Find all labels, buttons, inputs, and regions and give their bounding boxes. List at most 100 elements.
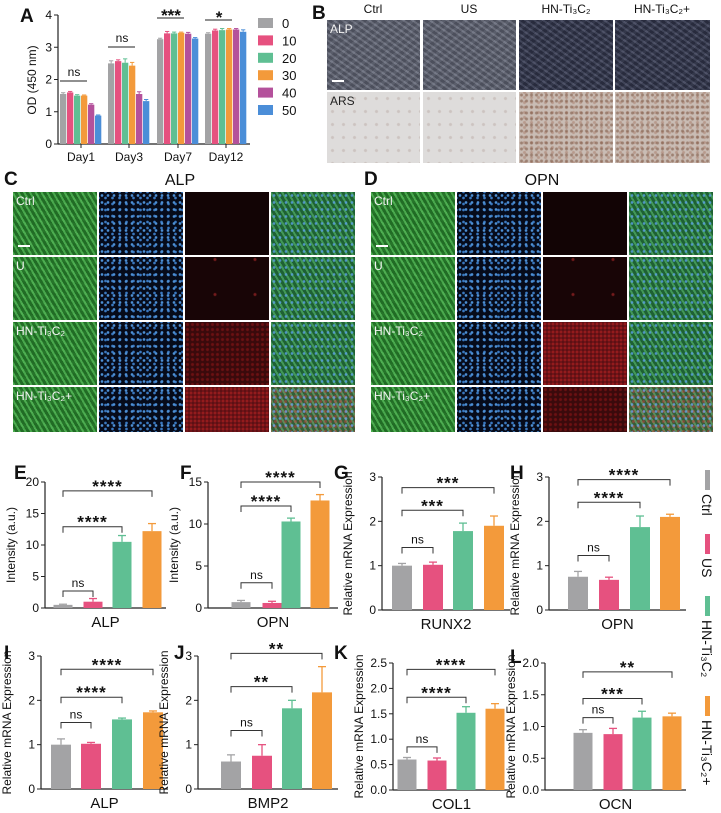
row-label: U xyxy=(374,259,383,273)
y-axis-label: Relative mRNA Expression xyxy=(0,650,14,794)
legend-label: HN-Ti₃C₂+ xyxy=(699,720,715,786)
significance-label: ns xyxy=(68,65,81,79)
y-axis-label: OD (450 nm) xyxy=(25,45,39,114)
legend-swatch xyxy=(258,87,273,98)
comparison-bracket xyxy=(60,668,154,676)
significance-label: ** xyxy=(269,639,284,658)
x-axis-label: RUNX2 xyxy=(421,616,472,633)
legend-swatch xyxy=(258,105,273,115)
row-label: HN-Ti₃C₂ xyxy=(374,324,424,338)
panel-label-l: L xyxy=(510,647,522,668)
y-tick-label: 15 xyxy=(26,507,40,521)
row-label: HN-Ti₃C₂ xyxy=(16,324,66,338)
bar xyxy=(632,717,652,790)
bar xyxy=(81,743,101,789)
bar xyxy=(397,759,417,790)
legend-label: 50 xyxy=(282,103,296,118)
column-header: HN-Ti₃C₂ xyxy=(541,2,591,16)
dapi-channel-image xyxy=(457,387,541,432)
bar xyxy=(74,95,81,144)
gfp-channel-image: Ctrl xyxy=(13,192,97,255)
red-channel-image xyxy=(185,257,269,320)
panel-label-k: K xyxy=(334,643,348,664)
panel-title: OPN xyxy=(524,172,560,189)
merged-image xyxy=(629,387,713,432)
row-label: U xyxy=(16,259,25,273)
bar xyxy=(143,712,163,789)
ars-stain-image: ARS xyxy=(327,92,420,163)
y-tick-label: 3 xyxy=(45,40,52,54)
bar xyxy=(568,576,588,610)
comparison-bracket xyxy=(577,479,671,486)
bar xyxy=(60,94,67,144)
panel-label-e: E xyxy=(14,463,27,484)
row-label: ALP xyxy=(330,22,353,36)
y-axis-label: Intensity (a.u.) xyxy=(4,507,18,583)
bar xyxy=(423,564,443,610)
bar xyxy=(233,29,240,145)
y-tick-label: 0.5 xyxy=(370,758,387,772)
column-header: Ctrl xyxy=(363,2,383,16)
panel-title: ALP xyxy=(164,172,196,189)
y-axis-label: Relative mRNA Expression xyxy=(157,650,171,794)
panel-label-h: H xyxy=(510,463,524,484)
y-tick-label: 2.0 xyxy=(522,656,539,670)
significance-label: ns xyxy=(416,732,429,746)
legend-swatch xyxy=(258,52,273,63)
y-tick-label: 5 xyxy=(32,570,39,584)
bar xyxy=(171,33,178,144)
legend-item: Ctrl xyxy=(697,470,717,516)
significance-label: ns xyxy=(72,576,85,590)
bar xyxy=(456,712,476,790)
bar xyxy=(262,602,282,608)
y-tick-label: 4 xyxy=(45,8,52,22)
y-tick-label: 5 xyxy=(195,559,202,573)
bar xyxy=(115,61,122,144)
y-tick-label: 2 xyxy=(536,514,543,528)
bar xyxy=(164,33,171,144)
alp-stain-image xyxy=(423,20,516,90)
panel-label-c: C xyxy=(4,169,18,190)
x-axis-label: BMP2 xyxy=(248,795,289,812)
bar xyxy=(157,39,164,144)
significance-label: ns xyxy=(411,532,424,546)
dapi-channel-image xyxy=(457,257,541,320)
red-channel-image xyxy=(543,387,627,432)
comparison-bracket xyxy=(577,554,610,562)
bar xyxy=(88,104,95,144)
y-tick-label: 10 xyxy=(26,538,40,552)
comparison-bracket xyxy=(582,698,643,705)
y-tick-label: 1 xyxy=(369,559,376,573)
y-axis-label: Relative mRNA Expression xyxy=(341,471,355,615)
bar xyxy=(83,601,103,608)
bar xyxy=(221,761,241,789)
row-label: Ctrl xyxy=(374,194,393,208)
x-tick-label: Day1 xyxy=(67,150,95,164)
y-tick-label: 1.0 xyxy=(370,732,387,746)
significance-label: **** xyxy=(609,466,639,485)
legend-swatch xyxy=(704,596,710,616)
bar xyxy=(143,101,150,144)
y-axis-label: Relative mRNA Expression xyxy=(352,654,366,798)
y-tick-label: 3 xyxy=(536,470,543,484)
comparison-bracket xyxy=(62,526,123,533)
bar xyxy=(122,62,129,145)
gfp-channel-image: HN-Ti₃C₂ xyxy=(13,322,97,385)
y-tick-label: 0 xyxy=(195,601,202,615)
bar xyxy=(178,32,185,144)
y-tick-label: 1 xyxy=(185,738,192,752)
legend-label: 20 xyxy=(282,51,296,66)
bar xyxy=(205,33,212,144)
bar xyxy=(112,719,132,789)
significance-label: *** xyxy=(421,496,444,515)
alp-stain-image: ALP xyxy=(327,20,420,90)
dapi-channel-image xyxy=(99,192,183,255)
bar xyxy=(226,29,233,145)
legend-swatch xyxy=(704,470,710,490)
y-tick-label: 0 xyxy=(45,137,52,151)
bar xyxy=(136,94,143,144)
bar xyxy=(662,716,682,790)
merged-image xyxy=(271,257,355,320)
alp-stain-image xyxy=(519,20,613,90)
